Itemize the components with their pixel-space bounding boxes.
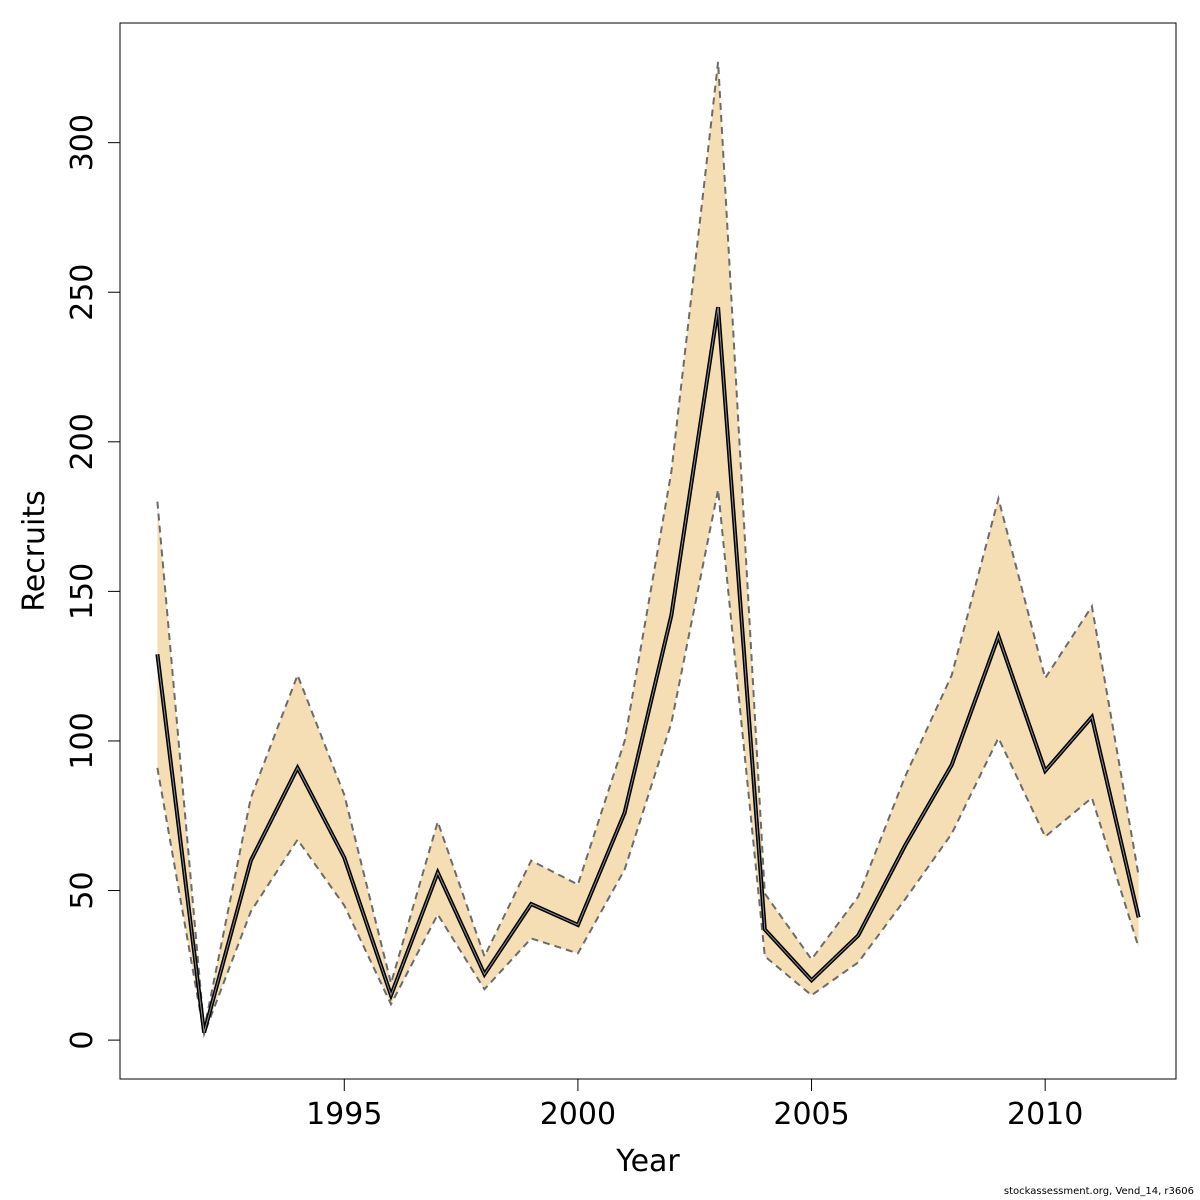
x-tick-label: 1995 (306, 1097, 382, 1132)
lower-bound-line (156, 489, 1140, 1038)
x-tick-label: 2005 (773, 1097, 849, 1132)
y-tick-label: 200 (65, 413, 100, 470)
upper-bound-line (156, 61, 1140, 1030)
y-tick-label: 250 (65, 264, 100, 321)
y-tick-label: 0 (65, 1031, 100, 1050)
plot-frame (119, 22, 1177, 1080)
x-axis-label: Year (615, 1144, 680, 1179)
y-axis-label: Recruits (17, 490, 52, 612)
x-axis: 1995 2000 2005 2010 (306, 1078, 1083, 1132)
y-axis: 0 50 100 150 200 250 300 (65, 114, 121, 1050)
footer-credit: stockassessment.org, Vend_14, r3606 (1003, 1186, 1194, 1197)
x-tick-label: 2010 (1007, 1097, 1083, 1132)
estimate-line-inner (156, 307, 1140, 1033)
confidence-band (157, 61, 1139, 1035)
y-tick-label: 300 (65, 114, 100, 171)
y-tick-label: 150 (65, 563, 100, 620)
confidence-band-layer (157, 61, 1139, 1035)
y-tick-label: 50 (65, 871, 100, 909)
series-lines-layer (155, 61, 1141, 1038)
y-tick-label: 100 (65, 712, 100, 769)
x-tick-label: 2000 (540, 1097, 616, 1132)
